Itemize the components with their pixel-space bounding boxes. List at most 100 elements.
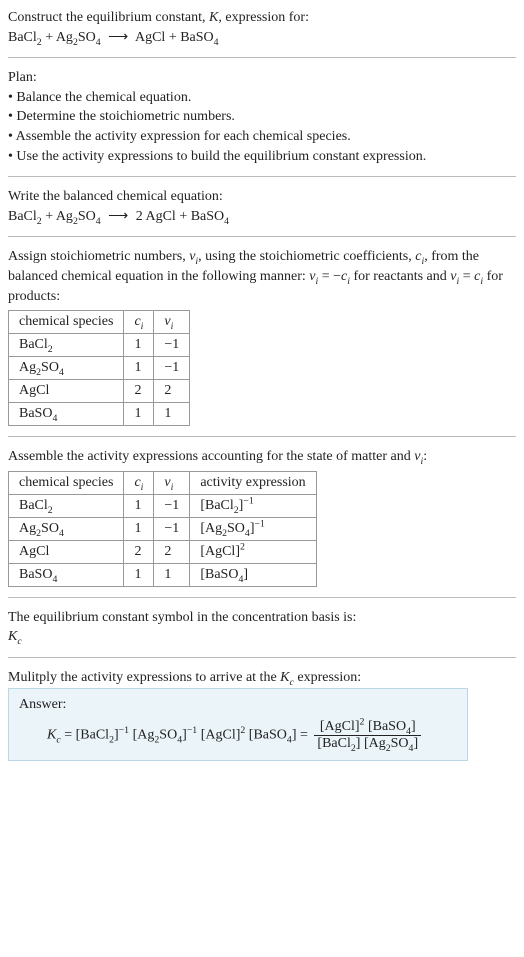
t: Ag xyxy=(137,727,154,742)
t: Assemble the activity expressions accoun… xyxy=(8,449,414,464)
t: BaSO xyxy=(19,567,52,582)
t: SO xyxy=(41,521,59,536)
t: 2 xyxy=(360,716,365,727)
t: SO xyxy=(78,30,96,45)
t: i xyxy=(171,321,174,332)
t: c xyxy=(17,636,21,647)
t: i xyxy=(171,482,174,493)
cell: 1 xyxy=(124,494,154,517)
intro-line: Construct the equilibrium constant, K, e… xyxy=(8,8,516,28)
col-ci: ci xyxy=(124,311,154,334)
cell: [BaSO4] xyxy=(190,563,316,586)
arrow: ⟶ xyxy=(108,207,128,227)
t: 2 xyxy=(48,505,53,516)
plus: + xyxy=(42,30,56,45)
activity-table: chemical species ci νi activity expressi… xyxy=(8,471,317,587)
t: K xyxy=(8,629,17,644)
col-nui: νi xyxy=(154,471,190,494)
t: ] xyxy=(413,736,418,751)
t: BaCl xyxy=(8,209,37,224)
t: 4 xyxy=(52,413,57,424)
t: [Ag xyxy=(200,521,222,536)
table-row: AgCl 2 2 [AgCl]2 xyxy=(9,540,317,563)
stoich-table: chemical species ci νi BaCl2 1 −1 Ag2SO4… xyxy=(8,310,190,426)
cell: Ag2SO4 xyxy=(9,517,124,540)
sp-agcl: AgCl xyxy=(145,209,175,224)
sp-ag2so4: Ag2SO4 xyxy=(56,209,101,224)
eq: = xyxy=(300,727,311,742)
cell: BaCl2 xyxy=(9,494,124,517)
plan: Plan: • Balance the chemical equation. •… xyxy=(8,68,516,166)
t: BaCl xyxy=(19,498,48,513)
divider xyxy=(8,597,516,598)
table-row: AgCl 2 2 xyxy=(9,380,190,403)
cell: [Ag2SO4]−1 xyxy=(190,517,316,540)
t: BaSO xyxy=(19,406,52,421)
t: Ag xyxy=(369,736,386,751)
t: 4 xyxy=(59,528,64,539)
t: 2 xyxy=(240,541,245,552)
t: Ag xyxy=(19,360,36,375)
t: i xyxy=(141,482,144,493)
divider xyxy=(8,57,516,58)
balanced-eq: BaCl2 + Ag2SO4 ⟶ 2 AgCl + BaSO4 xyxy=(8,207,516,227)
divider xyxy=(8,657,516,658)
cell: −1 xyxy=(154,357,190,380)
t: BaSO xyxy=(253,727,286,742)
t: AgCl xyxy=(325,719,355,734)
t: [AgCl] xyxy=(200,544,240,559)
sp-agcl: AgCl xyxy=(135,30,165,45)
col-species: chemical species xyxy=(9,471,124,494)
intro-text-b: , expression for: xyxy=(218,10,309,25)
multiply: Mulitply the activity expressions to arr… xyxy=(8,668,516,688)
t: BaSO xyxy=(373,719,406,734)
balanced-title: Write the balanced chemical equation: xyxy=(8,187,516,207)
t: BaCl xyxy=(322,736,351,751)
t: ] xyxy=(292,727,297,742)
cell: AgCl xyxy=(9,380,124,403)
cell: BaSO4 xyxy=(9,403,124,426)
assign: Assign stoichiometric numbers, νi, using… xyxy=(8,247,516,306)
cell: 2 xyxy=(124,380,154,403)
col-ci: ci xyxy=(124,471,154,494)
coef-2: 2 xyxy=(136,209,143,224)
t: SO xyxy=(159,727,177,742)
cell: AgCl xyxy=(9,540,124,563)
t: SO xyxy=(391,736,409,751)
unbalanced-equation: BaCl2 + Ag2SO4 ⟶ AgCl + BaSO4 xyxy=(8,28,516,48)
t: SO xyxy=(41,360,59,375)
t: 4 xyxy=(224,216,229,227)
plus: + xyxy=(176,209,191,224)
t: −1 xyxy=(254,518,264,529)
table-row: BaCl2 1 −1 xyxy=(9,334,190,357)
sp-bacl2: BaCl2 xyxy=(8,209,42,224)
cell: BaCl2 xyxy=(9,334,124,357)
t: SO xyxy=(227,521,245,536)
sp-bacl2: BaCl2 xyxy=(8,30,42,45)
t: ] xyxy=(411,719,416,734)
col-nui: νi xyxy=(154,311,190,334)
answer-label: Answer: xyxy=(19,697,457,713)
balanced: Write the balanced chemical equation: Ba… xyxy=(8,187,516,226)
answer-eq: Kc = [BaCl2]−1 [Ag2SO4]−1 [AgCl]2 [BaSO4… xyxy=(47,719,457,752)
table-row: BaSO4 1 1 xyxy=(9,403,190,426)
cell: 1 xyxy=(124,334,154,357)
t: 4 xyxy=(214,36,219,47)
cell: [BaCl2]−1 xyxy=(190,494,316,517)
t: i xyxy=(141,321,144,332)
table-row: BaSO4 1 1 [BaSO4] xyxy=(9,563,317,586)
intro-text-a: Construct the equilibrium constant, xyxy=(8,10,209,25)
cell: 1 xyxy=(124,357,154,380)
cell: [AgCl]2 xyxy=(190,540,316,563)
t: [BaCl xyxy=(200,498,233,513)
t: : xyxy=(423,449,427,464)
cell: BaSO4 xyxy=(9,563,124,586)
t: BaCl xyxy=(19,337,48,352)
t: K xyxy=(280,670,289,685)
fraction: [AgCl]2 [BaSO4] [BaCl2] [Ag2SO4] xyxy=(314,719,421,752)
t: BaCl xyxy=(80,727,109,742)
t: for reactants and xyxy=(350,269,450,284)
answer-box: Answer: Kc = [BaCl2]−1 [Ag2SO4]−1 [AgCl]… xyxy=(8,688,468,761)
divider xyxy=(8,436,516,437)
t: Ag xyxy=(56,209,73,224)
